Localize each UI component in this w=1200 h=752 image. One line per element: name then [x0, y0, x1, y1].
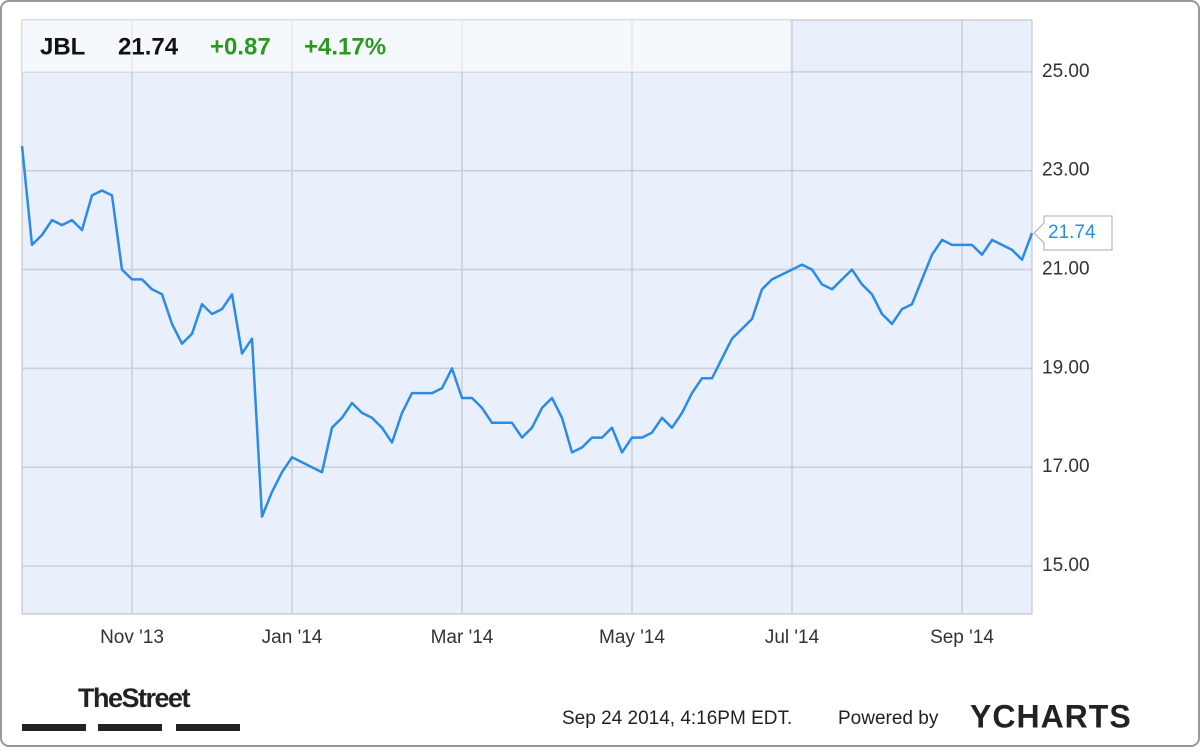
source-logo: TheStreet [78, 683, 191, 713]
powered-by: Powered by [838, 708, 939, 729]
y-tick-label: 23.00 [1042, 160, 1090, 181]
x-tick-label: Jan '14 [262, 627, 323, 648]
x-tick-label: Jul '14 [765, 627, 820, 648]
grid [22, 20, 1032, 614]
x-tick-label: Nov '13 [100, 627, 164, 648]
price: 21.74 [118, 33, 179, 60]
change-pct: +4.17% [304, 33, 386, 60]
y-tick-label: 19.00 [1042, 357, 1090, 378]
last-value-callout [1033, 215, 1113, 251]
x-tick-label: May '14 [599, 627, 665, 648]
header-band [22, 20, 790, 72]
y-tick-label: 21.00 [1042, 259, 1090, 280]
x-tick-label: Sep '14 [930, 627, 994, 648]
plot-area [21, 19, 1033, 615]
x-tick-label: Mar '14 [431, 627, 494, 648]
y-tick-label: 17.00 [1042, 456, 1090, 477]
brand: YCHARTS [970, 698, 1132, 734]
plot [20, 145, 1034, 518]
logo-bar [22, 724, 86, 731]
ticker: JBL [40, 33, 85, 60]
price-line [20, 145, 1034, 518]
y-tick-label: 15.00 [1042, 555, 1090, 576]
logo-bar [176, 724, 240, 731]
change: +0.87 [210, 33, 271, 60]
y-tick-label: 25.00 [1042, 61, 1090, 82]
timestamp: Sep 24 2014, 4:16PM EDT. [562, 708, 792, 729]
logo-bar [98, 724, 162, 731]
last-value-label: 21.74 [1048, 222, 1096, 243]
